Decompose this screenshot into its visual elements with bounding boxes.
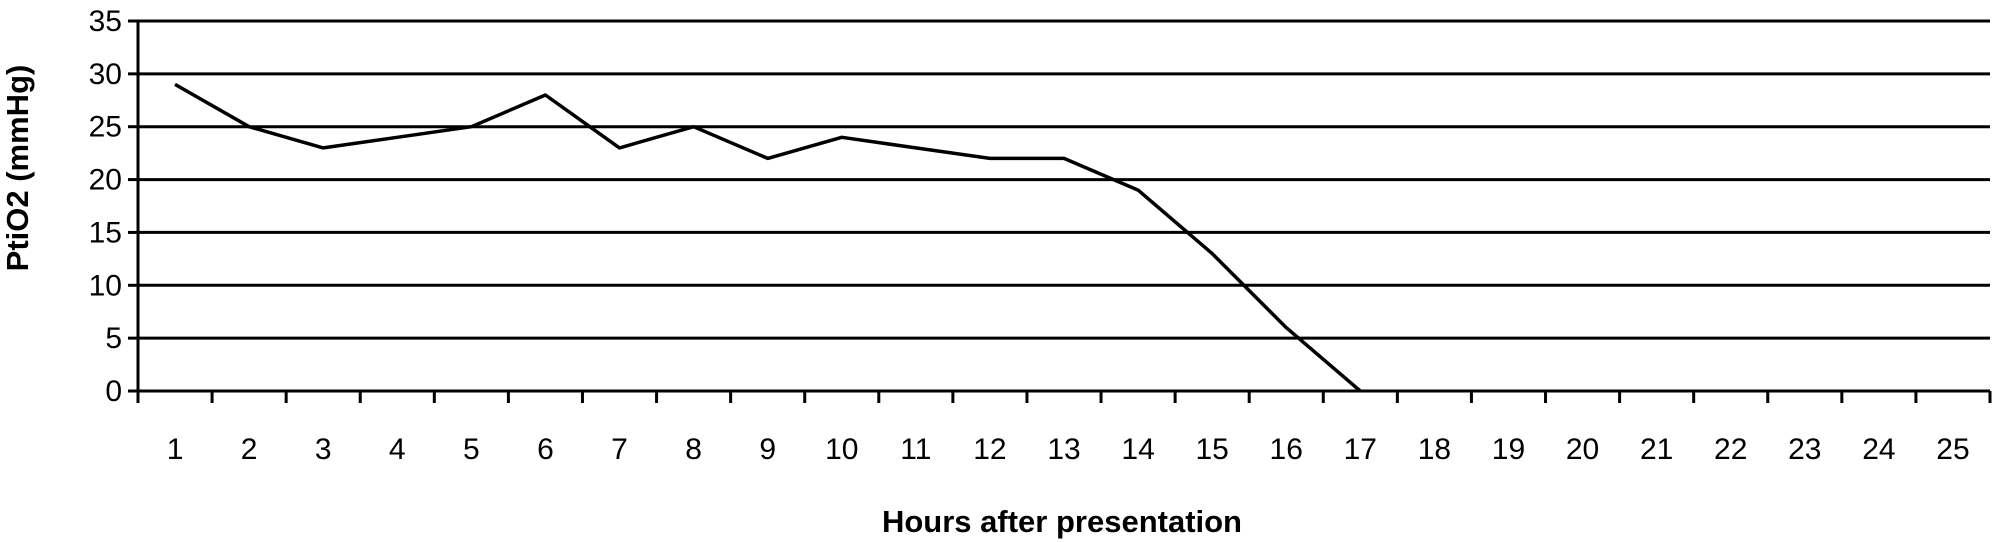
x-tick-label: 23 xyxy=(1788,433,1821,466)
y-tick-label: 20 xyxy=(89,164,122,197)
x-tick-label: 20 xyxy=(1566,433,1599,466)
x-tick-label: 6 xyxy=(537,433,554,466)
y-tick-labels: 0 5 10 15 20 25 30 35 xyxy=(89,5,122,408)
x-tick-label: 17 xyxy=(1344,433,1377,466)
x-tick-label: 7 xyxy=(611,433,628,466)
x-tick-label: 1 xyxy=(167,433,184,466)
y-tick-label: 0 xyxy=(105,375,122,408)
x-tick-label: 15 xyxy=(1195,433,1228,466)
x-tick-label: 16 xyxy=(1270,433,1303,466)
y-tick-label: 25 xyxy=(89,111,122,144)
x-tick-label: 4 xyxy=(389,433,406,466)
x-tick-label: 10 xyxy=(825,433,858,466)
x-tick-label: 25 xyxy=(1936,433,1969,466)
axes xyxy=(128,19,1992,403)
x-axis-title: Hours after presentation xyxy=(882,504,1242,539)
x-tick-label: 2 xyxy=(241,433,258,466)
y-tick-label: 35 xyxy=(89,5,122,38)
y-tick-label: 5 xyxy=(105,322,122,355)
series-layer xyxy=(174,82,1362,393)
x-tick-label: 9 xyxy=(759,433,776,466)
series-line-0 xyxy=(174,82,1362,393)
x-tick-label: 21 xyxy=(1640,433,1673,466)
y-tick-label: 30 xyxy=(89,58,122,91)
y-tick-label: 15 xyxy=(89,216,122,249)
x-tick-label: 3 xyxy=(315,433,332,466)
x-tick-label: 18 xyxy=(1418,433,1451,466)
x-tick-labels: 1 2 3 4 5 6 7 8 9 10 11 12 13 14 15 16 17 18 19 20 21 22 23 24 2… xyxy=(167,433,1970,466)
x-tick-label: 13 xyxy=(1047,433,1080,466)
x-tick-label: 24 xyxy=(1862,433,1895,466)
x-tick-label: 11 xyxy=(900,433,931,466)
x-tick-label: 19 xyxy=(1492,433,1525,466)
x-tick-label: 12 xyxy=(973,433,1006,466)
y-tick-label: 10 xyxy=(89,269,122,302)
x-tick-label: 22 xyxy=(1714,433,1747,466)
gridlines xyxy=(138,19,1990,340)
y-axis-title: PtiO2 (mmHg) xyxy=(0,65,35,272)
x-tick-label: 8 xyxy=(685,433,702,466)
x-tick-label: 5 xyxy=(463,433,480,466)
x-tick-label: 14 xyxy=(1121,433,1154,466)
